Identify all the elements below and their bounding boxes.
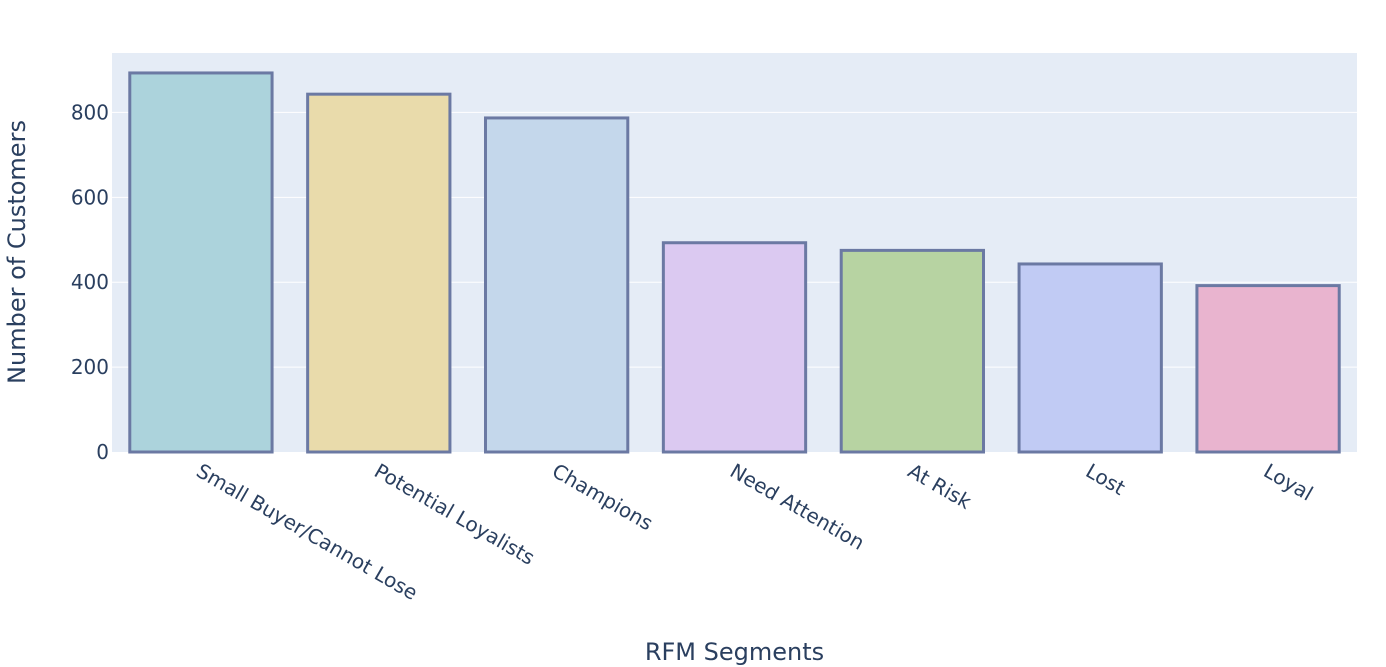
- bar: [1017, 262, 1163, 454]
- x-axis-title: RFM Segments: [645, 638, 824, 666]
- x-tick-label: Potential Loyalists: [370, 459, 539, 570]
- y-tick-label: 600: [71, 185, 109, 209]
- bar: [1195, 284, 1341, 454]
- bar: [128, 71, 274, 454]
- x-tick-label: Champions: [548, 459, 657, 536]
- x-tick-label: Lost: [1082, 459, 1130, 501]
- x-tick-label: At Risk: [904, 459, 976, 514]
- y-tick-labels: 0 200 400 600 800: [71, 100, 109, 464]
- y-tick-label: 0: [96, 440, 109, 464]
- y-axis-title: Number of Customers: [3, 120, 31, 384]
- y-tick-label: 800: [71, 100, 109, 124]
- bars: [128, 71, 1341, 454]
- bar: [306, 92, 452, 454]
- y-tick-label: 400: [71, 270, 109, 294]
- y-tick-label: 200: [71, 355, 109, 379]
- x-tick-label: Loyal: [1260, 459, 1318, 506]
- bar: [839, 248, 986, 454]
- bar: [484, 116, 630, 454]
- x-tick-label: Need Attention: [726, 459, 869, 555]
- bar: [661, 241, 808, 454]
